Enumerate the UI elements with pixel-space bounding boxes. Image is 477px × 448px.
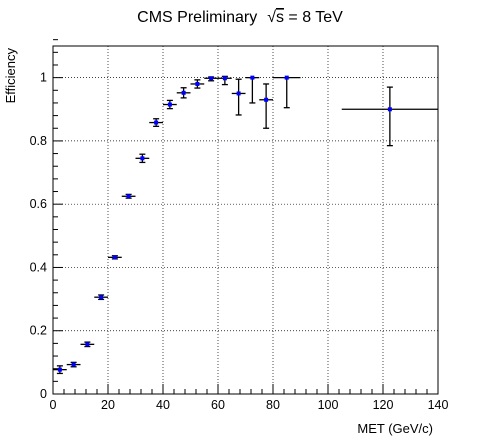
y-tick-label-4: 0.8: [30, 134, 47, 148]
x-tick-label-0: 0: [50, 398, 57, 412]
y-axis-label: Efficiency: [3, 48, 18, 104]
y-tick-label-0: 0: [40, 387, 47, 401]
point-marker: [181, 90, 186, 95]
point-marker: [57, 367, 62, 372]
point-marker: [126, 194, 131, 199]
data-point: [66, 361, 81, 368]
data-point: [231, 78, 246, 116]
point-marker: [195, 81, 200, 86]
point-marker: [85, 342, 90, 347]
x-tick-label-5: 100: [318, 398, 339, 412]
data-point: [121, 193, 136, 199]
data-point: [204, 76, 218, 82]
x-tick-labels: 0 20 40 60 80 100 120 140: [50, 398, 449, 412]
x-axis-label: MET (GeV/c): [357, 421, 433, 436]
grid: [53, 46, 438, 394]
data-point: [53, 365, 67, 375]
point-marker: [222, 76, 227, 81]
point-marker: [209, 76, 214, 81]
plot-frame: [52, 45, 439, 395]
data-point: [176, 87, 191, 99]
x-tick-label-7: 140: [428, 398, 449, 412]
y-tick-label-3: 0.6: [30, 197, 47, 211]
point-marker: [154, 120, 159, 125]
data-point: [273, 75, 301, 109]
point-marker: [167, 102, 172, 107]
data-point: [245, 75, 260, 104]
data-point: [149, 118, 163, 128]
data-point: [94, 294, 108, 301]
point-marker: [387, 107, 392, 112]
point-marker: [264, 97, 269, 102]
point-marker: [112, 255, 117, 260]
point-marker: [284, 75, 289, 80]
x-tick-label-2: 40: [156, 398, 170, 412]
axis-ticks: [52, 39, 439, 395]
x-tick-label-3: 60: [211, 398, 225, 412]
point-marker: [140, 156, 145, 161]
data-point: [163, 99, 177, 110]
data-point: [341, 86, 438, 147]
x-tick-label-6: 120: [373, 398, 394, 412]
y-tick-labels: 0 0.2 0.4 0.6 0.8 1: [30, 71, 47, 401]
x-tick-label-4: 80: [266, 398, 280, 412]
y-tick-label-1: 0.2: [30, 324, 47, 338]
data-point: [135, 153, 150, 164]
point-marker: [236, 91, 241, 96]
y-tick-label-2: 0.4: [30, 260, 47, 274]
chart-title: CMS Preliminary √s = 8 TeV: [137, 9, 343, 26]
point-marker: [250, 75, 255, 80]
data-point: [80, 341, 95, 348]
data-point: [108, 255, 122, 260]
data-points: [53, 75, 438, 375]
data-point: [218, 75, 232, 86]
title-sqrt-symbol: √: [267, 9, 276, 26]
title-energy: = 8 TeV: [284, 9, 343, 26]
y-tick-label-5: 1: [40, 71, 47, 85]
data-point: [190, 79, 205, 89]
title-sqrt-var: s: [276, 9, 284, 26]
point-marker: [99, 295, 104, 300]
title-main: CMS Preliminary: [137, 9, 257, 26]
data-point: [259, 83, 273, 129]
point-marker: [71, 362, 76, 367]
x-tick-label-1: 20: [101, 398, 115, 412]
